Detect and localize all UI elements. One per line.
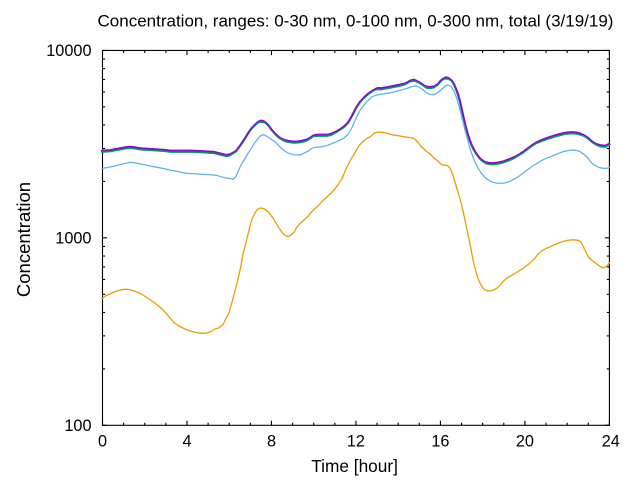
svg-text:10000: 10000 (46, 42, 91, 60)
svg-text:Concentration: Concentration (13, 182, 34, 297)
svg-text:100: 100 (64, 417, 91, 435)
svg-text:Concentration, ranges: 0-30 nm: Concentration, ranges: 0-30 nm, 0-100 nm… (98, 12, 614, 31)
svg-text:24: 24 (602, 433, 620, 451)
svg-text:16: 16 (431, 433, 449, 451)
svg-text:4: 4 (182, 433, 191, 451)
svg-text:12: 12 (347, 433, 365, 451)
svg-text:20: 20 (516, 433, 534, 451)
svg-text:0: 0 (98, 433, 107, 451)
svg-text:1000: 1000 (55, 230, 91, 248)
svg-text:Time [hour]: Time [hour] (311, 456, 398, 476)
svg-text:8: 8 (267, 433, 276, 451)
